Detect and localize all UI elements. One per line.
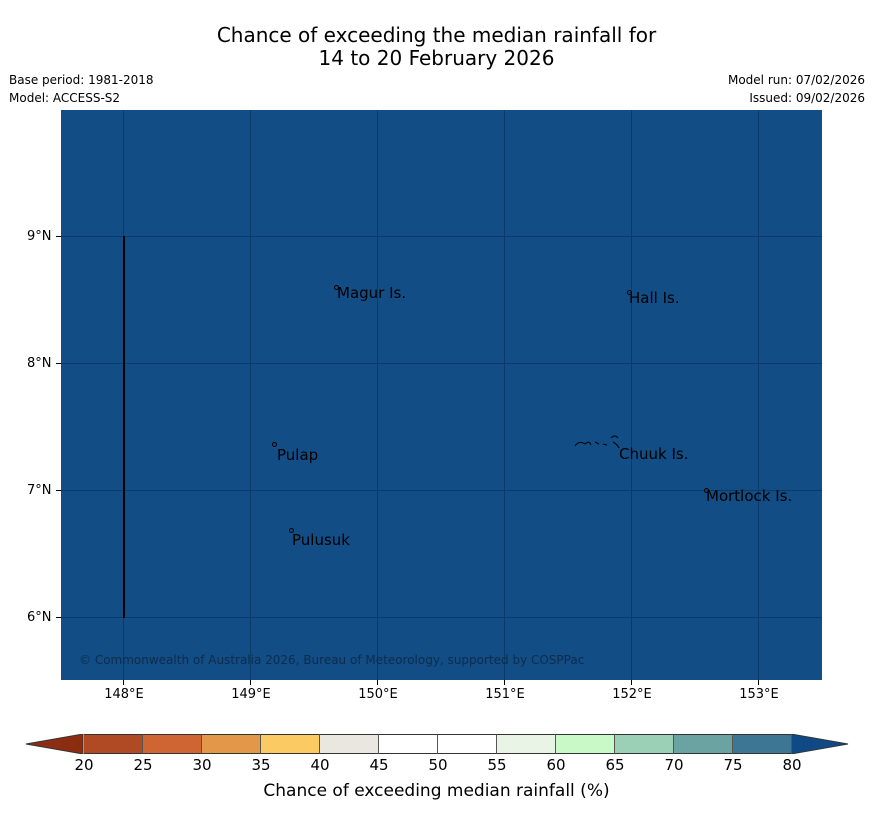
grid-line-153e [758,110,759,680]
colorbar-tick-label: 75 [723,756,743,774]
place-label-hall: Hall Is. [629,289,680,307]
lat-label-9n: 9°N [27,229,52,244]
colorbar-tick-label: 45 [369,756,389,774]
map-area: Magur Is. Hall Is. Pulap Chuuk Is. Mortl… [61,110,822,680]
y-tick-9n [56,236,61,237]
colorbar-tick-label: 65 [605,756,625,774]
colorbar-cell [497,734,556,754]
pulusuk-island-marker [289,528,294,533]
colorbar-tick-label: 20 [74,756,94,774]
chart-title-line-1: Chance of exceeding the median rainfall … [216,23,657,47]
base-period: Base period: 1981-2018 [9,73,154,87]
grid-line-6n [61,617,822,618]
colorbar-over-arrow [791,734,849,754]
place-label-pulap: Pulap [277,446,319,464]
colorbar-cell [143,734,202,754]
grid-line-7n [61,490,822,491]
colorbar-tick-label: 30 [192,756,212,774]
colorbar-cell [733,734,792,754]
colorbar-tick-label: 60 [546,756,566,774]
x-tick-150e [377,680,378,685]
grid-line-9n [61,236,822,237]
chart-title-line-2: 14 to 20 February 2026 [318,46,555,70]
place-label-magur: Magur Is. [337,284,407,302]
x-tick-153e [758,680,759,685]
x-tick-149e [250,680,251,685]
grid-line-150e [377,110,378,680]
hall-island-marker [627,290,632,295]
grid-line-8n [61,363,822,364]
colorbar-tick-label: 55 [487,756,507,774]
lon-label-152e: 152°E [612,687,652,702]
issued-date: Issued: 09/02/2026 [749,91,865,105]
colorbar-cell [615,734,674,754]
colorbar-cell [379,734,438,754]
y-tick-8n [56,363,61,364]
meta-left: Base period: 1981-2018 Model: ACCESS-S2 [9,71,154,107]
colorbar-tick-label: 50 [428,756,448,774]
lat-label-7n: 7°N [27,483,52,498]
mortlock-island-marker [704,488,709,493]
chuuk-lagoon-outline [574,435,620,449]
lat-label-6n: 6°N [27,610,52,625]
colorbar-cell [202,734,261,754]
colorbar-under-triangle [25,734,84,754]
colorbar-cell [261,734,320,754]
colorbar-tick-label: 80 [782,756,802,774]
lon-label-153e: 153°E [739,687,779,702]
lon-label-151e: 151°E [485,687,525,702]
colorbar-cell [84,734,143,754]
grid-line-151e [504,110,505,680]
lon-label-148e: 148°E [104,687,144,702]
grid-line-149e [250,110,251,680]
colorbar-cell [556,734,615,754]
colorbar-tick-label: 35 [251,756,271,774]
boundary-line [123,236,125,618]
place-label-pulusuk: Pulusuk [292,531,350,549]
colorbar-tick-label: 70 [664,756,684,774]
colorbar-cell [438,734,497,754]
meta-right: Model run: 07/02/2026 Issued: 09/02/2026 [728,71,865,107]
magur-island-marker [334,285,339,290]
colorbar-cell [674,734,733,754]
x-tick-152e [631,680,632,685]
colorbar-tick-label: 25 [133,756,153,774]
place-label-mortlock: Mortlock Is. [706,487,793,505]
copyright-notice: © Commonwealth of Australia 2026, Bureau… [79,653,585,667]
lon-label-150e: 150°E [358,687,398,702]
colorbar-label: Chance of exceeding median rainfall (%) [263,781,610,801]
model-run: Model run: 07/02/2026 [727,73,865,87]
place-label-chuuk: Chuuk Is. [619,445,689,463]
colorbar-cell [320,734,379,754]
model-name: Model: ACCESS-S2 [9,91,121,105]
x-tick-148e [123,680,124,685]
y-tick-6n [56,617,61,618]
lon-label-149e: 149°E [231,687,271,702]
y-tick-7n [56,490,61,491]
colorbar-over-triangle [791,734,849,754]
colorbar-tick-label: 40 [310,756,330,774]
colorbar-under-arrow [25,734,84,754]
lat-label-8n: 8°N [27,356,52,371]
grid-line-152e [631,110,632,680]
pulap-island-marker [272,442,277,447]
x-tick-151e [504,680,505,685]
